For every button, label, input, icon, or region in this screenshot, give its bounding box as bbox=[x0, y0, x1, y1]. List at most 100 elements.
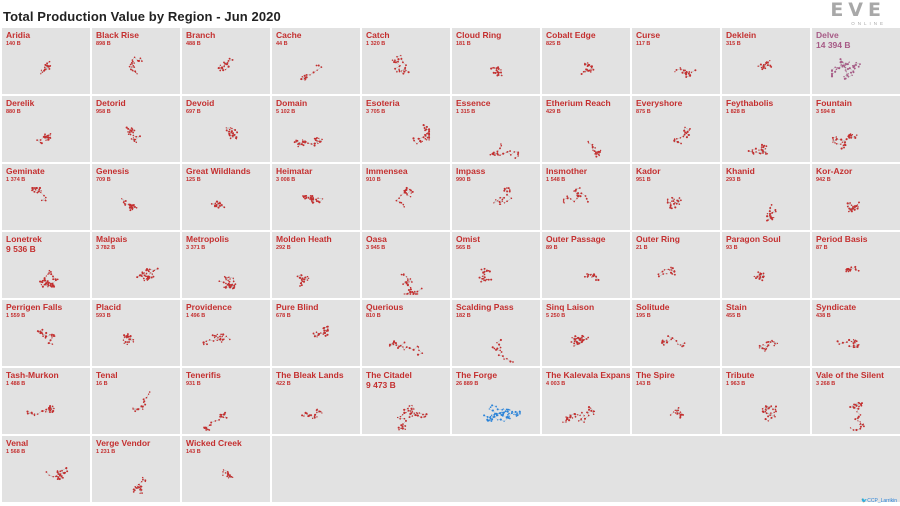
region-name: Esoteria bbox=[366, 98, 400, 108]
region-name: Curse bbox=[636, 30, 661, 40]
grid-filler bbox=[272, 436, 900, 502]
region-name: Molden Heath bbox=[276, 234, 332, 244]
region-value: 593 B bbox=[96, 313, 111, 319]
region-value: 143 B bbox=[186, 449, 201, 455]
region-value: 3 008 B bbox=[276, 177, 296, 183]
region-map-tash-murkon bbox=[26, 404, 55, 417]
logo-word: EVE bbox=[830, 0, 886, 21]
region-value: 880 B bbox=[6, 109, 21, 115]
region-value: 422 B bbox=[276, 381, 291, 387]
region-cell-outer-passage: Outer Passage 89 B bbox=[542, 232, 630, 298]
region-map-tenal bbox=[132, 391, 151, 413]
region-cell-tribute: Tribute 1 963 B bbox=[722, 368, 810, 434]
region-map-the-forge bbox=[483, 404, 521, 422]
region-cell-oasa: Oasa 3 945 B bbox=[362, 232, 450, 298]
region-value: 44 B bbox=[276, 41, 288, 47]
region-name: Sinq Laison bbox=[546, 302, 595, 312]
region-cell-kor-azor: Kor-Azor 942 B bbox=[812, 164, 900, 230]
region-value: 117 B bbox=[636, 41, 651, 47]
region-value: 1 374 B bbox=[6, 177, 26, 183]
region-map-immensea bbox=[395, 186, 414, 208]
region-cell-devoid: Devoid 697 B bbox=[182, 96, 270, 162]
region-map-outer-passage bbox=[583, 273, 600, 282]
region-name: Cache bbox=[276, 30, 302, 40]
region-cell-impass: Impass 990 B bbox=[452, 164, 540, 230]
region-map-heimatar bbox=[302, 194, 324, 204]
eve-online-logo: EVE ONLINE bbox=[822, 0, 886, 27]
region-cell-verge-vendor: Verge Vendor 1 231 B bbox=[92, 436, 180, 502]
region-cell-kador: Kador 951 B bbox=[632, 164, 720, 230]
region-cell-cache: Cache 44 B bbox=[272, 28, 360, 94]
region-name: The Forge bbox=[456, 370, 498, 380]
region-map-omist bbox=[478, 267, 493, 283]
region-map-oasa bbox=[400, 273, 423, 295]
region-value: 1 828 B bbox=[726, 109, 746, 115]
region-value: 16 B bbox=[96, 381, 108, 387]
region-value: 3 945 B bbox=[366, 245, 386, 251]
region-cell-everyshore: Everyshore 875 B bbox=[632, 96, 720, 162]
region-cell-venal: Venal 1 568 B bbox=[2, 436, 90, 502]
region-name: Paragon Soul bbox=[726, 234, 781, 244]
region-cell-molden-heath: Molden Heath 292 B bbox=[272, 232, 360, 298]
region-map-outer-ring bbox=[657, 266, 676, 278]
region-map-malpais bbox=[136, 267, 159, 282]
region-name: Syndicate bbox=[816, 302, 857, 312]
region-name: Omist bbox=[456, 234, 481, 244]
region-name: Tenal bbox=[96, 370, 118, 380]
region-cell-solitude: Solitude 195 B bbox=[632, 300, 720, 366]
region-name: Kor-Azor bbox=[816, 166, 853, 176]
region-cell-cloud-ring: Cloud Ring 181 B bbox=[452, 28, 540, 94]
region-value: 455 B bbox=[726, 313, 741, 319]
region-value: 3 705 B bbox=[366, 109, 386, 115]
region-name: Branch bbox=[186, 30, 216, 40]
region-map-placid bbox=[122, 333, 135, 346]
region-map-kor-azor bbox=[846, 201, 860, 213]
chart-title: Total Production Value by Region - Jun 2… bbox=[3, 9, 281, 24]
region-map-feythabolis bbox=[747, 143, 769, 155]
region-value: 1 320 B bbox=[366, 41, 386, 47]
region-cell-stain: Stain 455 B bbox=[722, 300, 810, 366]
region-map-esoteria bbox=[412, 124, 431, 145]
region-value: 315 B bbox=[726, 41, 741, 47]
region-value: 429 B bbox=[546, 109, 561, 115]
region-name: Period Basis bbox=[816, 234, 868, 244]
region-map-genesis bbox=[121, 198, 138, 212]
region-name: Pure Blind bbox=[276, 302, 319, 312]
region-name: Wicked Creek bbox=[186, 438, 242, 448]
region-cell-essence: Essence 1 315 B bbox=[452, 96, 540, 162]
region-cell-omist: Omist 565 B bbox=[452, 232, 540, 298]
credit-text: CCP_Larrikin bbox=[867, 498, 897, 504]
region-value: 910 B bbox=[366, 177, 381, 183]
region-map-khanid bbox=[766, 204, 777, 222]
region-map-impass bbox=[493, 187, 513, 206]
region-cell-deklein: Deklein 315 B bbox=[722, 28, 810, 94]
region-value: 697 B bbox=[186, 109, 201, 115]
region-map-vale-of-the-silent bbox=[849, 401, 865, 432]
region-map-everyshore bbox=[673, 126, 691, 145]
region-cell-aridia: Aridia 140 B bbox=[2, 28, 90, 94]
region-grid: Aridia 140 B Black Rise 898 B Branch 488 B Cac… bbox=[2, 28, 900, 502]
region-name: Venal bbox=[6, 438, 29, 448]
region-name: Placid bbox=[96, 302, 122, 312]
region-name: Devoid bbox=[186, 98, 215, 108]
region-cell-paragon-soul: Paragon Soul 93 B bbox=[722, 232, 810, 298]
region-map-curse bbox=[674, 67, 697, 78]
region-value: 293 B bbox=[726, 177, 741, 183]
region-value: 143 B bbox=[636, 381, 651, 387]
region-name: Delve bbox=[816, 30, 839, 40]
region-name: Scalding Pass bbox=[456, 302, 514, 312]
region-map-the-spire bbox=[669, 407, 685, 419]
region-value: 1 963 B bbox=[726, 381, 746, 387]
region-cell-esoteria: Esoteria 3 705 B bbox=[362, 96, 450, 162]
region-name: Catch bbox=[366, 30, 390, 40]
region-cell-derelik: Derelik 880 B bbox=[2, 96, 90, 162]
region-map-verge-vendor bbox=[132, 476, 147, 494]
region-map-branch bbox=[217, 57, 234, 72]
region-cell-vale-of-the-silent: Vale of the Silent 3 268 B bbox=[812, 368, 900, 434]
region-map-great-wildlands bbox=[210, 200, 226, 209]
region-name: Vale of the Silent bbox=[816, 370, 885, 380]
region-cell-domain: Domain 5 102 B bbox=[272, 96, 360, 162]
region-map-pure-blind bbox=[312, 325, 329, 338]
region-cell-branch: Branch 488 B bbox=[182, 28, 270, 94]
region-name: Verge Vendor bbox=[96, 438, 151, 448]
